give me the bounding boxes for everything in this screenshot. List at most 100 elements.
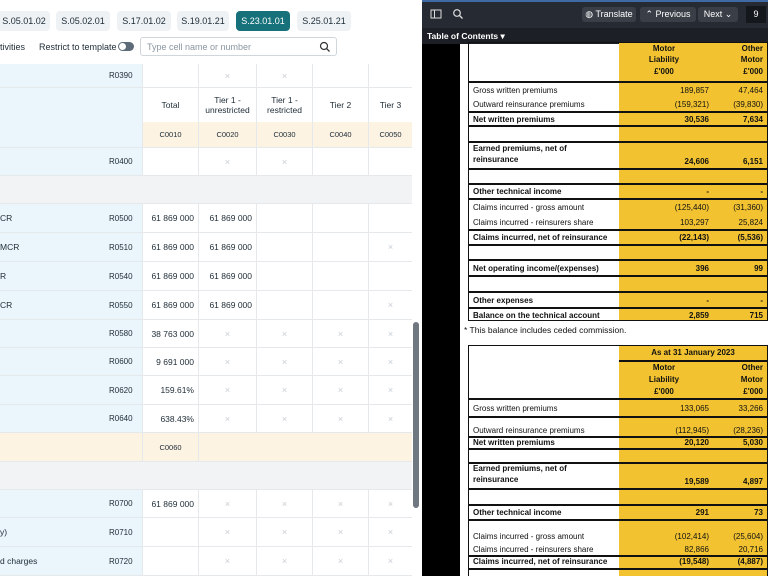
tab-s190121[interactable]: S.19.01.21 [177, 11, 229, 31]
previous-button[interactable]: ⌃ Previous [640, 7, 696, 22]
next-button[interactable]: Next ⌄ [698, 7, 738, 22]
row-label [0, 64, 104, 87]
toc-label[interactable]: Table of Contents ▾ [427, 31, 505, 41]
cell[interactable] [256, 291, 312, 319]
row-label: CR [0, 204, 104, 232]
row-label [0, 490, 104, 517]
column-code-row-c0060: C0060 [0, 433, 412, 462]
search-icon[interactable] [452, 8, 464, 20]
row-code: R0600 [104, 348, 142, 375]
divider [469, 488, 768, 490]
cell[interactable] [142, 547, 198, 575]
section-band [0, 176, 412, 204]
cell-value[interactable]: 38 763 000 [142, 320, 198, 347]
disabled-cell: × [256, 490, 312, 517]
blank [198, 433, 256, 461]
col-code: C0010 [142, 122, 198, 147]
divider [469, 141, 768, 143]
tab-s050102[interactable]: S.05.01.02 [0, 11, 50, 31]
disabled-cell: × [368, 405, 412, 432]
row-label: CR [0, 291, 104, 319]
col2-head-2: Motor [740, 55, 763, 64]
divider [469, 416, 768, 418]
cell-value[interactable]: 159.61% [142, 376, 198, 404]
page-number[interactable]: 9 [746, 6, 766, 23]
yellow-column [619, 43, 767, 320]
disabled-cell: × [256, 518, 312, 546]
chevron-up-icon: ⌃ [645, 9, 656, 19]
cell[interactable] [142, 148, 198, 175]
tab-s250121[interactable]: S.25.01.21 [297, 11, 351, 31]
cell[interactable] [142, 518, 198, 546]
cell-value[interactable]: 61 869 000 [198, 262, 256, 290]
col1-head-2: Liability [648, 55, 680, 64]
cell[interactable] [312, 233, 368, 261]
disabled-cell: × [312, 348, 368, 375]
row-label [0, 376, 104, 404]
cell[interactable] [256, 262, 312, 290]
tab-s170102[interactable]: S.17.01.02 [117, 11, 171, 31]
row-label: R [0, 262, 104, 290]
previous-label: Previous [655, 9, 691, 19]
pdf-viewer-panel: ◍ Translate ⌃ Previous Next ⌄ 9 Table of… [422, 0, 768, 576]
cell[interactable] [312, 262, 368, 290]
sidebar-toggle-icon[interactable] [430, 8, 442, 20]
divider [469, 111, 768, 113]
divider [469, 198, 768, 200]
disabled-cell: × [198, 490, 256, 517]
cell-value[interactable]: 61 869 000 [142, 204, 198, 232]
divider [469, 448, 768, 450]
col1-head-2: Liability [648, 375, 680, 384]
cell-value[interactable]: 61 869 000 [198, 291, 256, 319]
cell-value[interactable]: 61 869 000 [142, 262, 198, 290]
divider [469, 307, 768, 309]
row-code: R0640 [104, 405, 142, 432]
col2-head-1: Other [741, 44, 763, 53]
cell[interactable] [312, 204, 368, 232]
translate-button[interactable]: ◍ Translate [582, 7, 636, 22]
caret-down-icon: ▾ [500, 31, 505, 41]
divider [469, 436, 768, 438]
col1-head-3: £'000 [654, 387, 674, 396]
globe-icon: ◍ [585, 9, 596, 19]
cell-value[interactable]: 61 869 000 [198, 233, 256, 261]
col-header-tier2: Tier 2 [312, 88, 368, 122]
restrict-toggle[interactable] [118, 42, 134, 51]
cell-value[interactable]: 9 691 000 [142, 348, 198, 375]
cell[interactable] [312, 64, 368, 87]
cell-value[interactable]: 61 869 000 [142, 233, 198, 261]
cell-value[interactable]: 638.43% [142, 405, 198, 432]
disabled-cell: × [256, 64, 312, 87]
cell-value[interactable]: 61 869 000 [142, 291, 198, 319]
col-header-tier3: Tier 3 [368, 88, 412, 122]
row-code: R0550 [104, 291, 142, 319]
cell[interactable] [368, 204, 412, 232]
cell[interactable] [368, 262, 412, 290]
cell[interactable] [256, 204, 312, 232]
cell[interactable] [368, 148, 412, 175]
row-label [0, 148, 104, 175]
activities-label[interactable]: tivities [0, 42, 26, 52]
tab-s230101[interactable]: S.23.01.01 [236, 11, 290, 31]
cell-value[interactable]: 61 869 000 [142, 490, 198, 517]
disabled-cell: × [256, 320, 312, 347]
cell[interactable] [256, 233, 312, 261]
tab-s050201[interactable]: S.05.02.01 [56, 11, 110, 31]
disabled-cell: × [256, 547, 312, 575]
disabled-cell: × [198, 518, 256, 546]
cell-value[interactable]: 61 869 000 [198, 204, 256, 232]
cell[interactable] [312, 291, 368, 319]
disabled-cell: × [312, 490, 368, 517]
col-code: C0040 [312, 122, 368, 147]
divider [469, 519, 768, 521]
row-label [0, 348, 104, 375]
cell[interactable] [368, 64, 412, 87]
vertical-scrollbar[interactable] [413, 322, 419, 508]
cell[interactable] [312, 148, 368, 175]
divider [469, 291, 768, 293]
row-code: R0700 [104, 490, 142, 517]
cell-search-input[interactable]: Type cell name or number [140, 37, 337, 56]
disabled-cell: × [256, 148, 312, 175]
cell[interactable] [142, 64, 198, 87]
table-row: MCR R0510 61 869 000 61 869 000 × [0, 233, 412, 262]
